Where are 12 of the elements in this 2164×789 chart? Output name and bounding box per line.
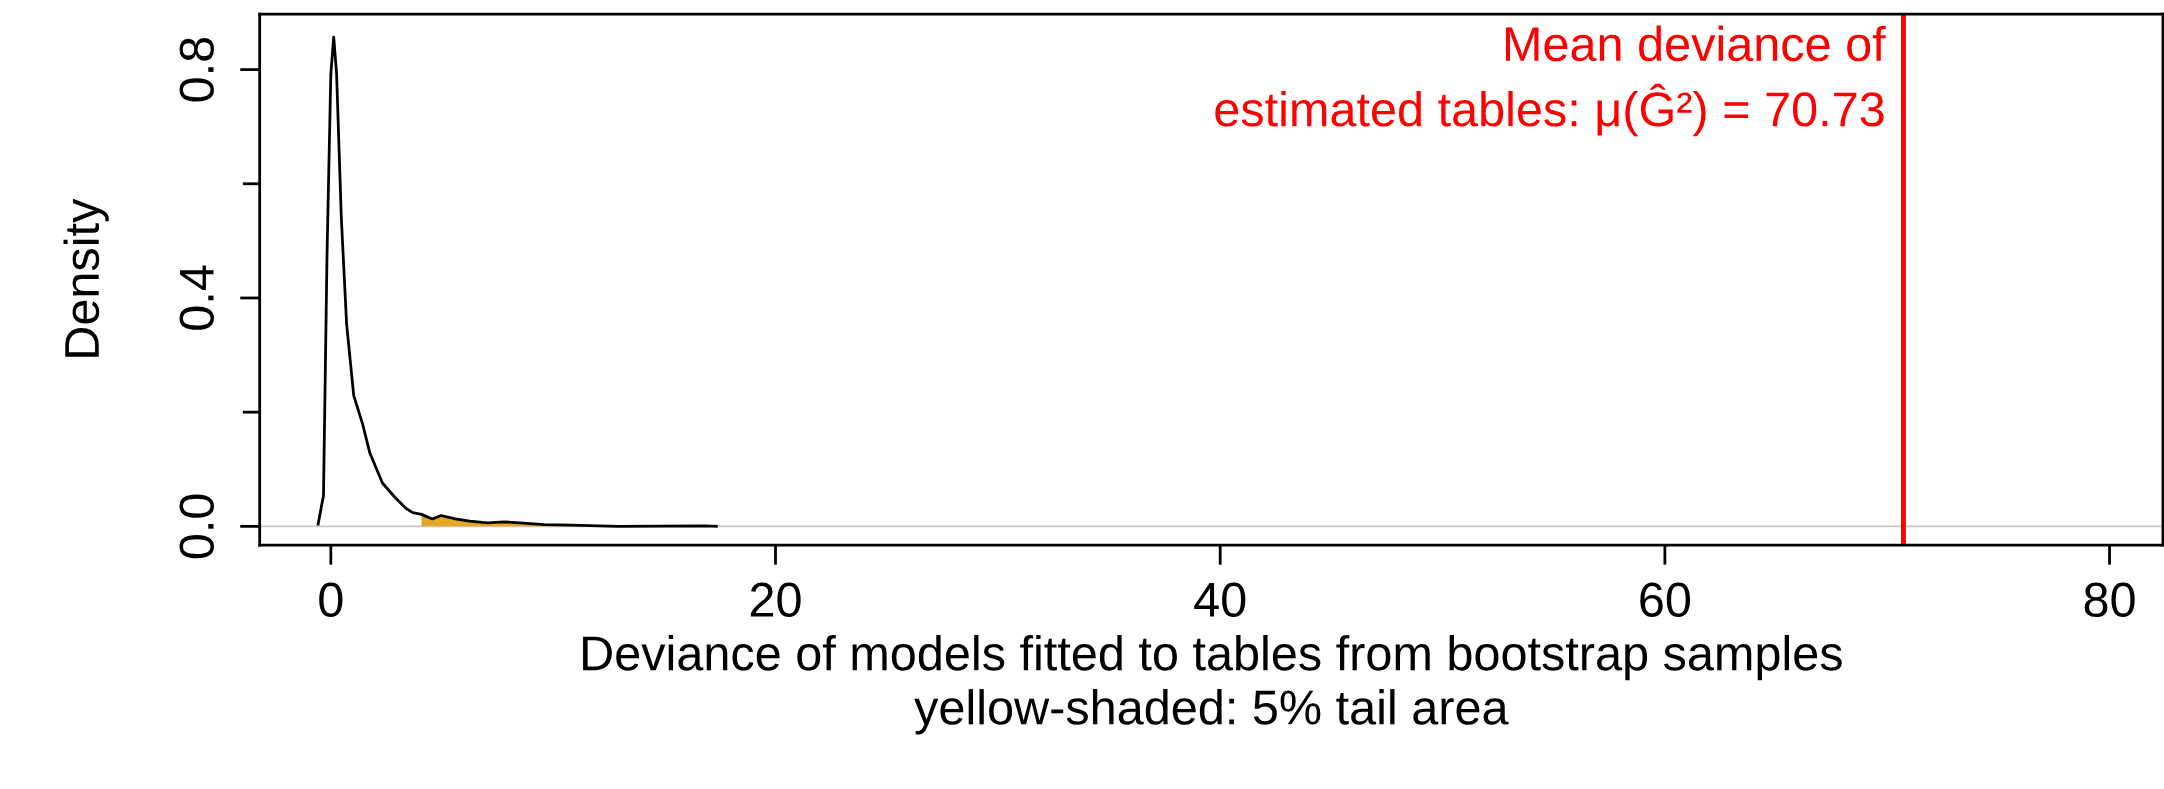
line-series — [316, 35, 718, 528]
x-axis-title: Deviance of models fitted to tables from bootstrap samples yellow-shaded: 5% tail area — [583, 634, 1842, 735]
x-tick-label: 80 — [2084, 582, 2135, 618]
x-tick-label: 60 — [1640, 582, 1691, 618]
x-tick-label: 0 — [319, 582, 343, 618]
y-tick-label: 0.0 — [179, 494, 214, 559]
ref-line-label: Mean deviance of estimated tables: μ(Ĝ²) = 70.73 — [1215, 25, 1886, 137]
y-axis-title: Density — [63, 198, 109, 357]
x-tick-label: 40 — [1194, 582, 1246, 618]
x-tick-label: 20 — [750, 582, 801, 618]
y-tick-label: 0.4 — [179, 265, 214, 330]
y-tick-label: 0.8 — [179, 37, 214, 102]
